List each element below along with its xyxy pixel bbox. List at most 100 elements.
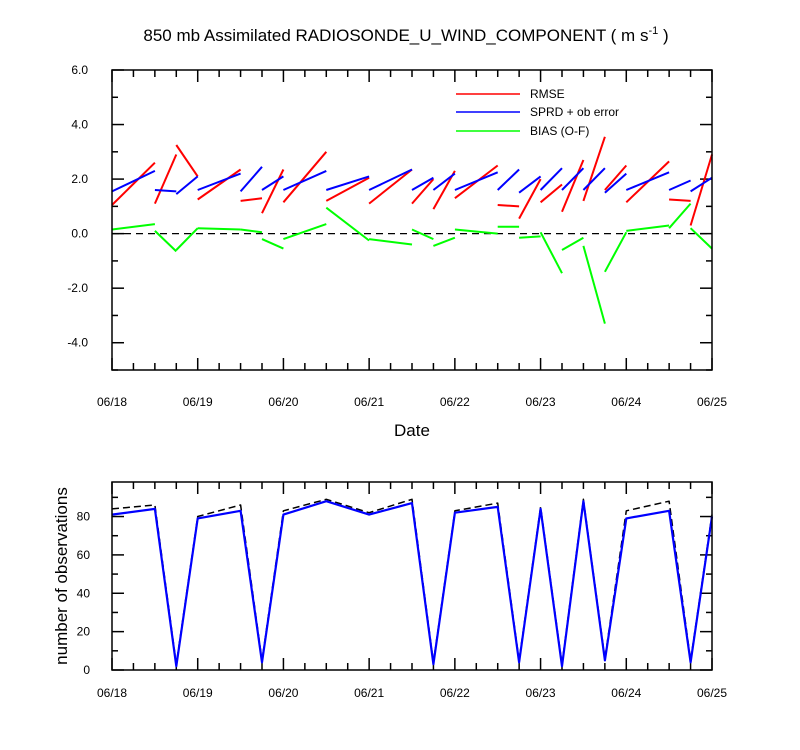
series-sprd-ob-error-segment (368, 168, 413, 191)
x-axis-title: Date (394, 421, 430, 440)
series-bias-o-f-segment (539, 231, 563, 274)
series-sprd-ob-error-segment (197, 172, 241, 191)
series-rmse-segment (240, 197, 263, 202)
series-bias-o-f-segment (519, 235, 541, 239)
top-y-tick-label: 2.0 (71, 172, 88, 186)
series-bias-o-f-segment (175, 227, 199, 251)
bottom-x-tick-label: 06/23 (526, 686, 556, 700)
series-rmse-segment (561, 159, 585, 213)
top-y-tick-label: 4.0 (71, 118, 88, 132)
series-rmse-segment (153, 154, 178, 204)
top-plot-frame (111, 69, 713, 371)
possible-observations-line (111, 498, 713, 665)
series-rmse-segment (518, 178, 542, 220)
top-chart-panel: 06/18 06/19 06/20 06/21 06/22 06/23 06/24 06/25… (67, 63, 727, 409)
top-x-tick-label: 06/23 (526, 395, 556, 409)
legend-label-sprd: SPRD + ob error (530, 105, 619, 119)
series-bias-o-f-segment (454, 228, 498, 235)
series-sprd-ob-error-segment (690, 176, 713, 193)
series-sprd-ob-error-segment (282, 169, 327, 191)
bottom-x-tick-label: 06/25 (697, 686, 727, 700)
series-bias-o-f-segment (261, 238, 284, 250)
series-sprd-ob-error-segment (325, 175, 370, 191)
series-rmse-segment (539, 183, 563, 204)
top-y-tick-label: 6.0 (71, 63, 88, 77)
series-bias-o-f-segment (433, 236, 456, 247)
series-rmse-segment (669, 198, 691, 202)
bottom-x-tick-label: 06/24 (611, 686, 641, 700)
series-rmse-segment (261, 169, 285, 214)
bottom-y-tick-label: 40 (77, 586, 91, 600)
top-x-tick-label: 06/20 (268, 395, 298, 409)
bottom-plot-frame (111, 481, 713, 671)
top-x-tick-label: 06/25 (697, 395, 727, 409)
used-observations-line (111, 500, 714, 668)
series-sprd-ob-error-segment (411, 176, 434, 191)
top-y-tick-label: -4.0 (67, 336, 88, 350)
chart-title-prefix: 850 mb Assimilated RADIOSONDE_U_WIND_COM… (143, 26, 648, 45)
top-x-tick-label: 06/19 (183, 395, 213, 409)
bottom-x-tick-label: 06/21 (354, 686, 384, 700)
series-sprd-ob-error-segment (239, 166, 263, 193)
series-rmse-segment (111, 161, 156, 206)
top-x-tick-label: 06/21 (354, 395, 384, 409)
series-sprd-ob-error-segment (604, 172, 627, 194)
series-sprd-ob-error-segment (154, 189, 177, 193)
series-sprd-ob-error-segment (625, 171, 670, 191)
series-bias-o-f-segment (668, 202, 692, 229)
series-sprd-ob-error-segment (539, 167, 563, 191)
series-bias-o-f-segment (626, 224, 670, 232)
series-rmse-segment (282, 151, 328, 203)
legend: RMSE SPRD + ob error BIAS (O-F) (456, 87, 619, 138)
series-bias-o-f-segment (111, 223, 156, 231)
bottom-x-tick-label: 06/20 (268, 686, 298, 700)
series-bias-o-f-segment (582, 245, 606, 324)
series-bias-o-f-segment (197, 227, 241, 231)
top-x-tick-label: 06/18 (97, 395, 127, 409)
bottom-y-tick-label: 60 (77, 548, 91, 562)
series-bias-o-f-segment (604, 231, 628, 273)
series-sprd-ob-error-segment (518, 175, 542, 194)
series-bias-o-f-segment (368, 238, 413, 246)
series-sprd-ob-error-segment (175, 175, 199, 195)
series-bias-o-f-segment (154, 230, 177, 253)
series-rmse-segment (368, 168, 413, 205)
series-bias-o-f-segment (325, 206, 370, 242)
top-x-tick-label: 06/22 (440, 395, 470, 409)
chart-title-superscript: -1 (648, 25, 658, 37)
y-axis-title-observations: number of observations (52, 487, 71, 665)
bottom-chart-panel: 06/18 06/19 06/20 06/21 06/22 06/23 06/24 06/25… (77, 482, 727, 700)
series-bias-o-f-segment (411, 228, 434, 241)
chart-title-suffix: ) (658, 26, 668, 45)
series-sprd-ob-error-segment (454, 171, 499, 191)
bottom-y-tick-label: 20 (77, 625, 91, 639)
series-rmse-segment (197, 168, 242, 201)
series-rmse-segment (325, 176, 370, 202)
legend-label-bias: BIAS (O-F) (530, 124, 589, 138)
bottom-y-tick-label: 80 (77, 510, 91, 524)
series-rmse-segment (411, 178, 435, 205)
bottom-x-tick-label: 06/18 (97, 686, 127, 700)
series-bias-o-f-segment (240, 228, 263, 234)
bottom-x-tick-label: 06/22 (440, 686, 470, 700)
series-sprd-ob-error-segment (111, 169, 156, 193)
series-sprd-ob-error-segment (582, 167, 606, 191)
series-sprd-ob-error-segment (668, 179, 692, 191)
series-bias-o-f-segment (689, 227, 713, 250)
series-sprd-ob-error-segment (261, 175, 284, 191)
top-x-tick-label: 06/24 (611, 395, 641, 409)
bottom-x-tick-label: 06/19 (183, 686, 213, 700)
series-rmse-segment (604, 164, 628, 191)
series-rmse-segment (689, 154, 713, 226)
series-sprd-ob-error-segment (497, 168, 520, 191)
series-rmse-segment (497, 204, 520, 208)
top-y-tick-label: -2.0 (67, 281, 88, 295)
series-sprd-ob-error-segment (561, 167, 585, 191)
chart-title: 850 mb Assimilated RADIOSONDE_U_WIND_COM… (143, 25, 668, 45)
series-sprd-ob-error-segment (432, 172, 456, 191)
series-rmse-segment (582, 136, 606, 202)
legend-label-rmse: RMSE (530, 87, 565, 101)
top-y-tick-label: 0.0 (71, 227, 88, 241)
series-bias-o-f-segment (283, 223, 327, 241)
